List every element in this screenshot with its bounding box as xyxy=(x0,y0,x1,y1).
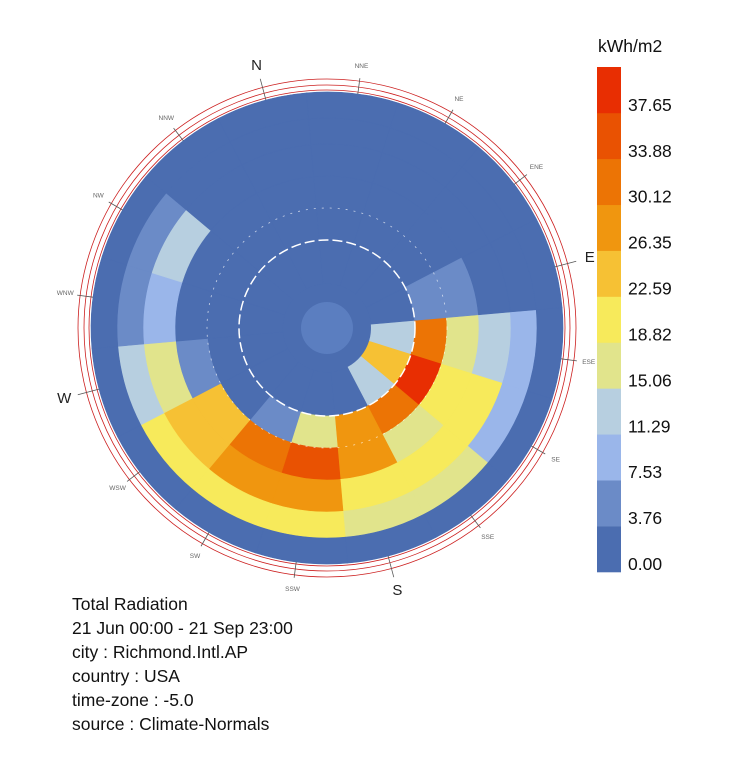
compass-tick xyxy=(513,174,528,185)
legend-label-9: 30.12 xyxy=(628,187,672,207)
compass-tick xyxy=(77,294,94,298)
legend-swatch-9 xyxy=(597,158,621,206)
legend-label-7: 22.59 xyxy=(628,279,672,299)
compass-tick xyxy=(293,561,297,578)
compass-label-e: E xyxy=(585,249,595,266)
compass-label-nne: NNE xyxy=(355,63,369,70)
legend-swatch-6 xyxy=(597,296,621,343)
compass-tick xyxy=(387,555,395,578)
legend-swatch-10 xyxy=(597,112,621,160)
sector-ring6-16 xyxy=(512,218,563,311)
center-dot xyxy=(301,302,353,354)
compass-ring-1 xyxy=(88,89,566,567)
info-timezone: time-zone : -5.0 xyxy=(72,690,194,710)
rose-sectors xyxy=(90,91,564,565)
compass-label-ene: ENE xyxy=(530,164,544,171)
legend-swatch-2 xyxy=(597,480,621,527)
compass-label-nnw: NNW xyxy=(159,115,175,122)
compass-label-n: N xyxy=(251,57,262,74)
compass-label-ssw: SSW xyxy=(285,586,301,593)
info-period: 21 Jun 00:00 - 21 Sep 23:00 xyxy=(72,618,293,638)
legend-label-6: 18.82 xyxy=(628,324,672,344)
compass-tick xyxy=(108,201,123,211)
compass-ring-2 xyxy=(83,84,571,572)
legend-label-10: 33.88 xyxy=(628,141,672,161)
legend-label-4: 11.29 xyxy=(628,416,671,436)
compass-label-s: S xyxy=(392,582,402,599)
info-city: city : Richmond.Intl.AP xyxy=(72,642,249,662)
legend-label-8: 26.35 xyxy=(628,233,672,253)
compass-label-wnw: WNW xyxy=(57,290,75,297)
compass-tick xyxy=(126,471,141,482)
legend: 0.00 3.76 7.53 11.29 15.06 18.82 22.59 26.35 30.… xyxy=(597,67,672,574)
compass-label-wsw: WSW xyxy=(109,485,126,492)
compass-label-nw: NW xyxy=(93,193,105,200)
legend-label-1: 0.00 xyxy=(628,554,662,574)
compass-tick xyxy=(173,127,184,142)
compass-tick xyxy=(444,109,454,124)
compass-ring-3 xyxy=(77,78,577,578)
compass-tick xyxy=(259,78,267,101)
compass-tick xyxy=(77,388,100,396)
compass-label-sw: SW xyxy=(190,553,201,560)
legend-label-2: 3.76 xyxy=(628,508,662,528)
info-country: country : USA xyxy=(72,666,180,686)
compass-tick xyxy=(560,358,577,362)
legend-swatch-5 xyxy=(597,342,621,389)
sector-ring3-5 xyxy=(280,442,341,481)
sector-ring3-9 xyxy=(174,281,213,342)
compass-tick xyxy=(470,514,481,529)
compass-tick xyxy=(531,445,546,455)
compass-label-ne: NE xyxy=(454,96,464,103)
sector-ring3-1 xyxy=(441,314,480,375)
legend-title: kWh/m2 xyxy=(598,36,663,56)
info-panel: Total Radiation 21 Jun 00:00 - 21 Sep 23… xyxy=(72,592,293,736)
legend-swatch-11 xyxy=(597,67,621,114)
legend-label-5: 15.06 xyxy=(628,370,672,390)
legend-swatch-7 xyxy=(597,250,621,297)
compass-label-se: SE xyxy=(551,457,560,464)
compass-tick xyxy=(200,532,210,547)
info-source: source : Climate-Normals xyxy=(72,714,270,734)
dotted-ring xyxy=(206,207,448,449)
legend-swatch-4 xyxy=(597,388,621,435)
inner-dashed-ring xyxy=(238,239,416,417)
legend-swatch-8 xyxy=(597,204,621,251)
compass-label-ese: ESE xyxy=(582,359,596,366)
compass-tick xyxy=(357,78,361,95)
legend-swatch-3 xyxy=(597,434,621,481)
legend-label-11: 37.65 xyxy=(628,95,672,115)
legend-label-3: 7.53 xyxy=(628,462,662,482)
compass-tick xyxy=(554,260,577,268)
compass-label-sse: SSE xyxy=(481,534,495,541)
compass-label-w: W xyxy=(57,390,72,407)
legend-swatch-1 xyxy=(597,526,621,573)
info-title: Total Radiation xyxy=(72,594,188,614)
